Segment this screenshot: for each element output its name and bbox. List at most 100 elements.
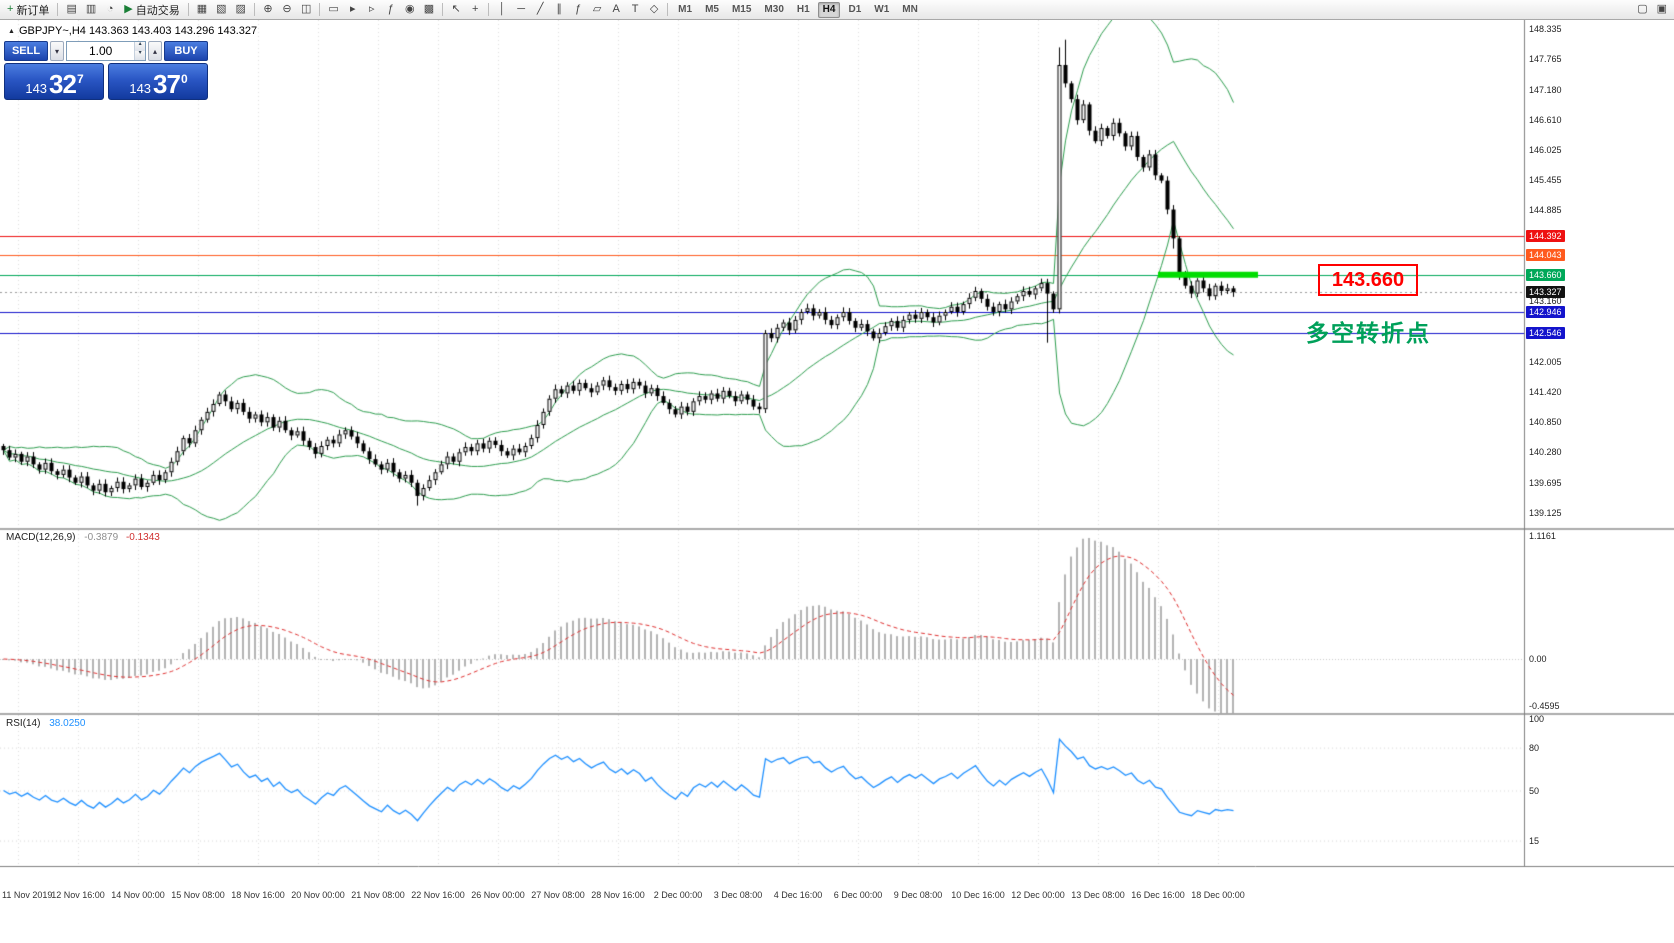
tile-windows-button[interactable]: ◫ — [297, 1, 315, 18]
time-axis-label: 18 Nov 16:00 — [231, 890, 285, 900]
new-chart-button[interactable]: ▭ — [324, 1, 342, 18]
volume-stepper[interactable]: ▴ ▾ — [134, 41, 145, 60]
sell-price-display[interactable]: 143 32 7 — [4, 63, 104, 100]
rsi-indicator-label: RSI(14) 38.0250 — [6, 718, 85, 729]
trendline-button[interactable]: ╱ — [531, 1, 549, 18]
volume-input[interactable] — [67, 42, 135, 60]
horizontal-line-button[interactable]: ─ — [512, 1, 530, 18]
spinner-up-icon[interactable]: ▴ — [135, 41, 145, 51]
indicators-icon: ƒ — [387, 3, 394, 15]
timeframe-m15-button[interactable]: M15 — [727, 2, 756, 18]
templates-icon: ▩ — [423, 3, 435, 15]
toolbar-separator — [253, 3, 255, 16]
rsi-value: 38.0250 — [49, 718, 86, 729]
chart-shift-button[interactable]: ▸ — [344, 1, 362, 18]
shapes-button[interactable]: ▱ — [588, 1, 606, 18]
arrows-button[interactable]: ◇ — [645, 1, 663, 18]
layout-button[interactable]: ▣ — [1653, 1, 1671, 18]
history-center-button[interactable]: ▧ — [212, 1, 230, 18]
time-axis-label: 12 Nov 16:00 — [51, 890, 105, 900]
toolbar-separator — [57, 3, 59, 16]
toolbar-separator — [319, 3, 321, 16]
toolbar-separator — [442, 3, 444, 16]
scripts-button[interactable]: ◔ — [101, 1, 119, 18]
profiles-button[interactable]: ▥ — [82, 1, 100, 18]
rsi-scale-label: 50 — [1529, 785, 1540, 796]
sell-price-int: 143 — [25, 81, 48, 96]
macd-value: -0.3879 — [84, 532, 119, 543]
buy-price-display[interactable]: 143 37 0 — [108, 63, 208, 100]
timeframe-h4-button[interactable]: H4 — [817, 1, 841, 18]
time-axis-label: 14 Nov 00:00 — [111, 890, 165, 900]
price-axis-label: 146.610 — [1529, 114, 1562, 125]
time-axis-label: 15 Nov 08:00 — [171, 890, 225, 900]
price-axis-label: 147.180 — [1529, 84, 1562, 95]
chevron-up-icon: ▴ — [152, 46, 157, 56]
report-button[interactable]: ▦ — [193, 1, 211, 18]
zoom-out-button[interactable]: ⊖ — [278, 1, 296, 18]
sell-button[interactable]: SELL — [4, 41, 48, 61]
price-axis-label: 141.420 — [1529, 387, 1562, 398]
zoom-out-icon: ⊖ — [282, 3, 292, 15]
text-label-icon: T — [631, 3, 639, 15]
time-axis-label: 2 Dec 00:00 — [653, 890, 703, 900]
price-axis-label: 142.005 — [1529, 356, 1562, 367]
buy-button[interactable]: BUY — [164, 41, 208, 61]
cursor-button[interactable]: ↖ — [447, 1, 465, 18]
indicators-button[interactable]: ƒ — [382, 1, 400, 18]
text-button[interactable]: A — [607, 1, 625, 18]
time-axis-label: 13 Dec 08:00 — [1071, 890, 1125, 900]
timeframe-mn-button[interactable]: MN — [897, 2, 923, 18]
trendline-icon: ╱ — [536, 3, 544, 15]
fibonacci-button[interactable]: ƒ — [569, 1, 587, 18]
crosshair-icon: + — [471, 3, 479, 15]
templates-button[interactable]: ▩ — [420, 1, 438, 18]
chart-canvas[interactable] — [0, 20, 1674, 943]
auto-scroll-icon: ▹ — [368, 3, 375, 15]
fibonacci-icon: ƒ — [575, 3, 582, 15]
timeframe-m1-button[interactable]: M1 — [673, 2, 697, 18]
auto-trading-button[interactable]: ▶ 自动交易 — [120, 1, 183, 18]
zoom-in-icon: ⊕ — [263, 3, 273, 15]
periods-icon: ◉ — [404, 3, 415, 15]
zoom-in-button[interactable]: ⊕ — [259, 1, 277, 18]
dock-window-icon: ▢ — [1637, 3, 1648, 15]
timeframe-w1-button[interactable]: W1 — [869, 2, 894, 18]
timeframe-d1-button[interactable]: D1 — [843, 2, 866, 18]
equidistant-channel-button[interactable]: ∥ — [550, 1, 568, 18]
report-icon: ▦ — [196, 3, 208, 15]
pivot-note-text[interactable]: 多空转折点 — [1306, 320, 1431, 346]
horizontal-line-icon: ─ — [517, 3, 526, 15]
charts-group-button[interactable]: ▤ — [62, 1, 80, 18]
dock-window-button[interactable]: ▢ — [1633, 1, 1651, 18]
time-axis-label: 6 Dec 00:00 — [833, 890, 883, 900]
crosshair-button[interactable]: + — [466, 1, 484, 18]
sell-price-sup: 7 — [76, 72, 84, 86]
sell-dropdown-button[interactable]: ▾ — [50, 41, 64, 61]
price-axis[interactable]: 148.335 147.765 147.180 146.610 146.025 145.4… — [1524, 20, 1674, 886]
timeframe-m30-button[interactable]: M30 — [759, 2, 788, 18]
tile-windows-icon: ◫ — [300, 3, 312, 15]
time-axis[interactable]: 11 Nov 2019 12 Nov 16:00 14 Nov 00:00 15 No… — [0, 886, 1524, 906]
toolbar: + 新订单 ▤ ▥ ◔ ▶ 自动交易 ▦ ▧ ▨ ⊕ ⊖ ◫ ▭ ▸ ▹ ƒ ◉ ▩ ↖ + │ ─ ╱ ∥ ƒ ▱ A T ◇ M1 M5 M… — [0, 0, 1674, 20]
price-level-annotation[interactable]: 143.660 — [1318, 264, 1418, 296]
layout-icon: ▣ — [1656, 3, 1667, 15]
price-line-badge: 144.392 — [1526, 230, 1565, 243]
timeframe-h1-button[interactable]: H1 — [792, 2, 815, 18]
global-variables-button[interactable]: ▨ — [232, 1, 250, 18]
periods-button[interactable]: ◉ — [401, 1, 419, 18]
text-label-button[interactable]: T — [626, 1, 644, 18]
timeframe-m5-button[interactable]: M5 — [700, 2, 724, 18]
new-order-button[interactable]: + 新订单 — [3, 1, 53, 18]
equidistant-channel-icon: ∥ — [556, 3, 562, 15]
toolbar-separator — [187, 3, 189, 16]
spinner-down-icon[interactable]: ▾ — [135, 50, 145, 60]
auto-scroll-button[interactable]: ▹ — [363, 1, 381, 18]
buy-dropdown-button[interactable]: ▴ — [148, 41, 162, 61]
cursor-icon: ↖ — [451, 3, 461, 15]
new-order-label: 新订单 — [16, 4, 50, 17]
buy-price-sup: 0 — [180, 72, 188, 86]
time-axis-label: 26 Nov 00:00 — [471, 890, 525, 900]
vertical-line-button[interactable]: │ — [493, 1, 511, 18]
